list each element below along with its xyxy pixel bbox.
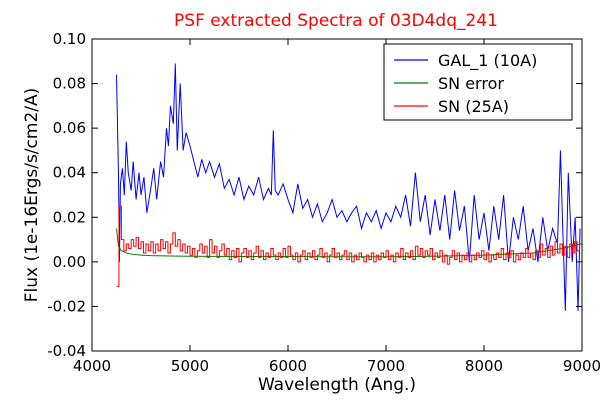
x-tick-label: 7000	[367, 357, 405, 375]
legend-label-2: SN (25A)	[438, 97, 509, 116]
x-tick-label: 8000	[465, 357, 503, 375]
plot-frame	[91, 38, 583, 352]
series-layer	[116, 63, 582, 311]
ticks-layer: 4000 5000 6000 7000 8000 9000 -0.04 -0.02 0.00 0.…	[47, 30, 600, 375]
x-tick-label: 4000	[73, 357, 111, 375]
y-tick-label: 0.08	[53, 75, 86, 93]
y-tick-label: -0.04	[47, 342, 86, 360]
y-axis-label: Flux (1e-16Ergs/s/cm2/A)	[22, 88, 42, 303]
y-tick-label: 0.00	[53, 253, 86, 271]
x-axis-label: Wavelength (Ang.)	[258, 375, 416, 395]
chart-title: PSF extracted Spectra of 03D4dq_241	[174, 11, 498, 31]
y-tick-label: 0.04	[53, 164, 86, 182]
y-tick-label: 0.02	[53, 208, 86, 226]
x-tick-label: 5000	[171, 357, 209, 375]
y-tick-label: 0.06	[53, 119, 86, 137]
legend-box	[383, 43, 573, 121]
legend: GAL_1 (10A) SN error SN (25A)	[383, 43, 573, 121]
y-tick-label: -0.02	[47, 297, 86, 315]
legend-label-1: SN error	[438, 74, 504, 93]
series-line-2	[116, 205, 582, 287]
x-tick-label: 6000	[269, 357, 307, 375]
y-tick-label: 0.10	[53, 30, 86, 48]
series-line-0	[116, 63, 581, 311]
x-tick-label: 9000	[563, 357, 600, 375]
legend-label-0: GAL_1 (10A)	[438, 51, 537, 71]
